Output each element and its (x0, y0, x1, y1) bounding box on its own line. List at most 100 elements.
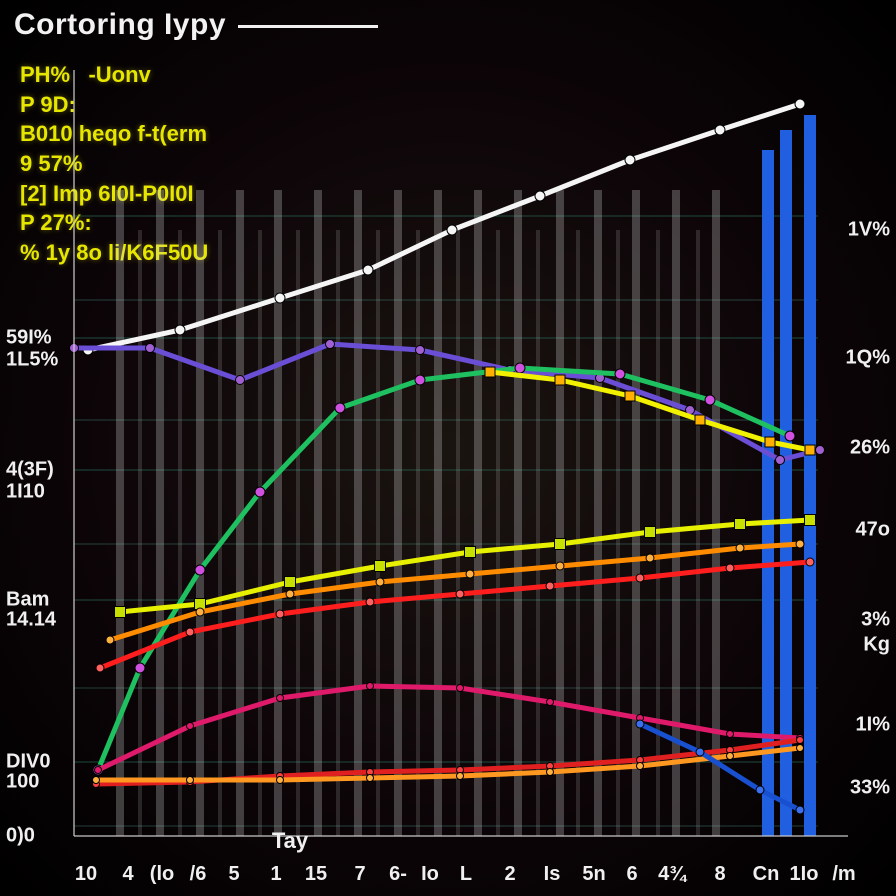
marker-orange-mid (736, 544, 744, 552)
y-right-label: 3% (861, 609, 890, 632)
marker-red-mid (276, 610, 284, 618)
marker-blue-drop (696, 748, 704, 756)
marker-yellow-mid (555, 539, 566, 550)
marker-orange-mid (646, 554, 654, 562)
y-left-label: 1I10 (6, 482, 45, 503)
y-right-label: 1Q% (846, 347, 890, 370)
marker-purple (326, 340, 335, 349)
marker-red-mid (186, 628, 194, 636)
y-right-label: 1V% (848, 219, 890, 242)
y-right-label: 26% (850, 437, 890, 460)
x-label: 5 (228, 863, 239, 886)
marker-magenta-low (277, 695, 284, 702)
marker-purple (416, 346, 425, 355)
marker-orange-mid (106, 636, 114, 644)
marker-yellow-top-drop (805, 445, 815, 455)
y-left-label: Bam (6, 590, 49, 611)
marker-white-top (795, 99, 805, 109)
marker-white-top (363, 265, 373, 275)
marker-yellow-top-drop (555, 375, 565, 385)
marker-yellow-mid (115, 607, 126, 618)
marker-red-mid (456, 590, 464, 598)
x-label: 4¾ (658, 863, 686, 886)
chart-root: Cortoring Iypy PH% -UonvP 9D:B010 heqo f… (0, 0, 896, 896)
marker-white-top (175, 325, 185, 335)
marker-yellow-top-drop (625, 391, 635, 401)
marker-white-top (275, 293, 285, 303)
y-right-label: 1I% (856, 714, 890, 737)
marker-purple (816, 446, 825, 455)
marker-magenta-low (367, 683, 374, 690)
marker-red-mid (806, 558, 814, 566)
marker-red-mid (546, 582, 554, 590)
marker-blue-drop (756, 786, 764, 794)
marker-green-rise (415, 375, 425, 385)
y-right-label: 47o (856, 519, 890, 542)
marker-orange-low (457, 773, 464, 780)
marker-orange-low (727, 753, 734, 760)
marker-orange-mid (796, 540, 804, 548)
marker-green-rise (255, 487, 265, 497)
series-yellow-mid (120, 520, 810, 612)
marker-yellow-top-drop (485, 367, 495, 377)
marker-purple (776, 456, 785, 465)
x-label: /6 (190, 863, 207, 886)
marker-orange-mid (196, 608, 204, 616)
x-label: (lo (150, 863, 174, 886)
marker-green-rise (515, 363, 525, 373)
x-axis-title: Tay (272, 828, 308, 854)
marker-magenta-low (727, 731, 734, 738)
marker-orange-low (797, 745, 804, 752)
marker-magenta-low (457, 685, 464, 692)
marker-green-rise (195, 565, 205, 575)
marker-orange-low (93, 777, 100, 784)
marker-yellow-top-drop (695, 415, 705, 425)
marker-orange-mid (556, 562, 564, 570)
x-label: /m (832, 863, 855, 886)
series-red-mid (100, 562, 810, 668)
x-label: 7 (354, 863, 365, 886)
marker-green-rise (785, 431, 795, 441)
x-label: 5n (582, 863, 605, 886)
marker-white-top (715, 125, 725, 135)
y-left-label: 0)0 (6, 826, 35, 847)
x-label: 6 (626, 863, 637, 886)
y-left-label: 14.14 (6, 610, 56, 631)
marker-yellow-mid (285, 577, 296, 588)
marker-yellow-mid (645, 527, 656, 538)
marker-orange-low (367, 775, 374, 782)
marker-white-top (535, 191, 545, 201)
marker-magenta-low (95, 767, 102, 774)
marker-orange-low (637, 763, 644, 770)
marker-purple (236, 376, 245, 385)
y-right-label: Kg (863, 634, 890, 657)
x-label: Cn (753, 863, 780, 886)
x-label: 8 (714, 863, 725, 886)
marker-red-mid (636, 574, 644, 582)
marker-white-top (447, 225, 457, 235)
marker-white-top (625, 155, 635, 165)
marker-orange-low (187, 777, 194, 784)
x-label: Is (544, 863, 561, 886)
marker-orange-low (277, 777, 284, 784)
series-white-top (88, 104, 800, 350)
x-label: 15 (305, 863, 327, 886)
marker-orange-mid (376, 578, 384, 586)
marker-magenta-low (547, 699, 554, 706)
x-label: 10 (75, 863, 97, 886)
x-label: L (460, 863, 472, 886)
marker-yellow-mid (805, 515, 816, 526)
x-label: Io (421, 863, 439, 886)
marker-red-mid (726, 564, 734, 572)
y-left-label: 1L5% (6, 350, 58, 371)
x-label: 1Io (790, 863, 819, 886)
plot-svg (0, 0, 896, 896)
x-label: 6- (389, 863, 407, 886)
marker-green-rise (705, 395, 715, 405)
marker-yellow-top-drop (765, 437, 775, 447)
y-right-label: 33% (850, 777, 890, 800)
marker-yellow-mid (735, 519, 746, 530)
marker-red-mid (96, 664, 104, 672)
marker-red-low (797, 737, 804, 744)
marker-orange-mid (466, 570, 474, 578)
